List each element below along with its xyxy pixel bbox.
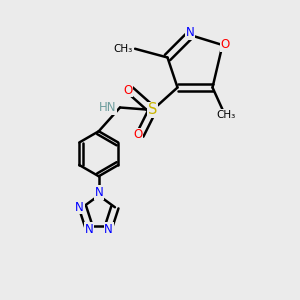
Text: CH₃: CH₃: [114, 44, 133, 54]
Text: N: N: [186, 26, 194, 40]
Text: N: N: [94, 186, 103, 199]
Text: N: N: [84, 223, 93, 236]
Text: HN: HN: [99, 101, 116, 114]
Text: CH₃: CH₃: [217, 110, 236, 120]
Text: S: S: [148, 103, 157, 118]
Text: O: O: [220, 38, 230, 52]
Text: O: O: [123, 83, 133, 97]
Text: O: O: [134, 128, 142, 142]
Text: N: N: [104, 223, 113, 236]
Text: N: N: [75, 201, 84, 214]
